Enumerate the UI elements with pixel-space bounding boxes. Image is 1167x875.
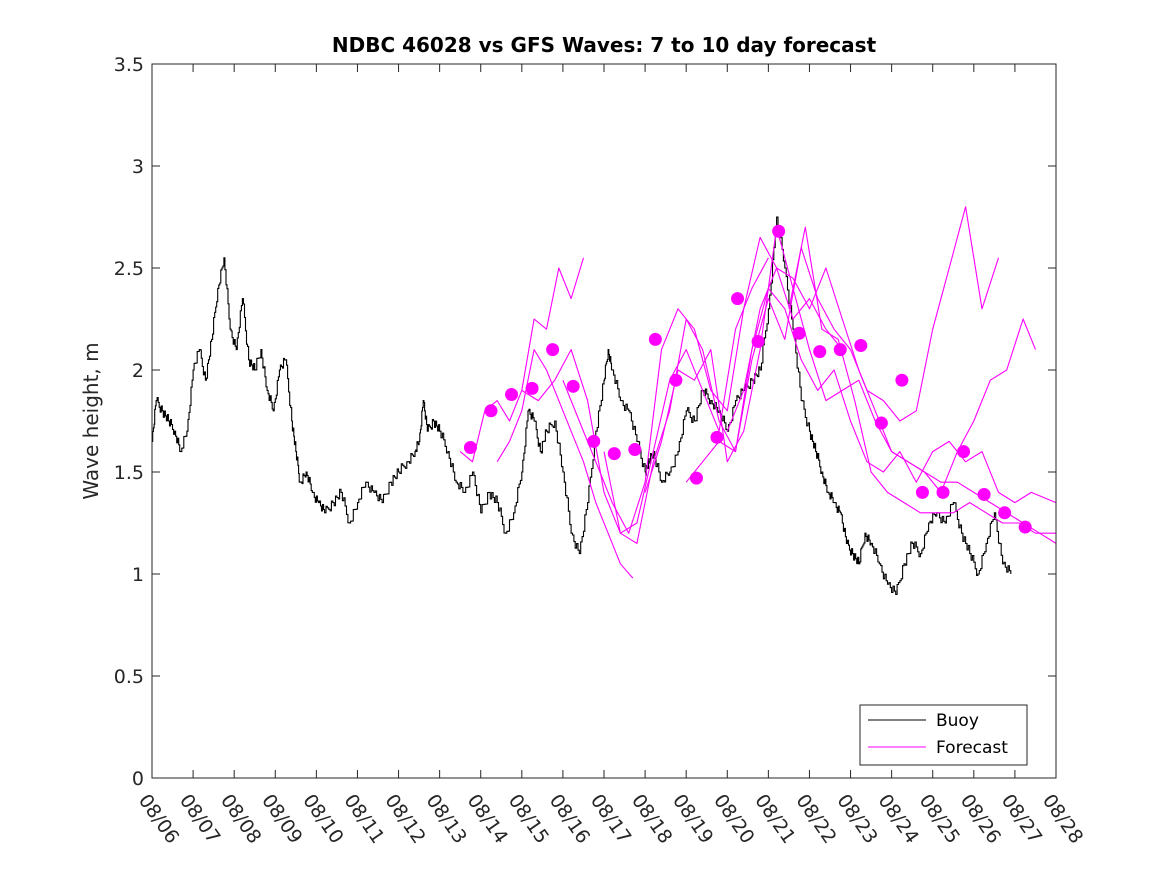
x-tick-label: 08/15 [504, 790, 553, 847]
forecast-marker [998, 506, 1012, 520]
forecast-marker [587, 434, 601, 448]
forecast-marker [731, 292, 745, 306]
y-tick-label: 2.5 [114, 258, 144, 280]
forecast-marker [505, 387, 519, 401]
plot-background [152, 64, 1056, 778]
forecast-marker [772, 224, 786, 238]
x-tick-label: 08/19 [668, 790, 717, 847]
x-tick-label: 08/28 [1038, 790, 1087, 847]
x-tick-label: 08/13 [422, 790, 471, 847]
y-tick-label: 1 [132, 564, 144, 586]
forecast-marker [710, 430, 724, 444]
x-tick-label: 08/10 [298, 790, 347, 847]
legend: Buoy Forecast [859, 704, 1028, 766]
forecast-marker [669, 373, 683, 387]
forecast-marker [484, 404, 498, 418]
buoy-series [152, 216, 1012, 595]
forecast-marker [1018, 520, 1032, 534]
y-tick-label: 2 [132, 360, 144, 382]
buoy-line [152, 216, 1012, 595]
forecast-marker [525, 381, 539, 395]
x-tick-label: 08/18 [627, 790, 676, 847]
y-tick-label: 0 [132, 768, 144, 790]
forecast-marker [833, 343, 847, 357]
x-tick-label: 08/16 [545, 790, 594, 847]
forecast-run-line [521, 257, 769, 534]
forecast-marker [689, 471, 703, 485]
forecast-marker [648, 332, 662, 346]
x-tick-label: 08/24 [874, 790, 923, 847]
forecast-run-line [562, 236, 843, 534]
x-tick-label: 08/07 [175, 790, 224, 847]
x-tick-label: 08/06 [134, 790, 183, 847]
chart-title: NDBC 46028 vs GFS Waves: 7 to 10 day for… [332, 33, 877, 57]
x-tick-label: 08/09 [257, 790, 306, 847]
x-tick-label: 08/22 [791, 790, 840, 847]
legend-buoy-label: Buoy [936, 711, 979, 731]
forecast-marker [751, 334, 765, 348]
forecast-marker [915, 485, 929, 499]
forecast-marker [854, 339, 868, 353]
y-axis-label: Wave height, m [79, 342, 103, 499]
forecast-marker [463, 441, 477, 455]
forecast-marker [895, 373, 909, 387]
x-tick-label: 08/11 [339, 790, 388, 847]
forecast-marker [607, 447, 621, 461]
x-tick-label: 08/08 [216, 790, 265, 847]
forecast-run-line [685, 287, 1057, 504]
forecast-run-line [788, 226, 1056, 534]
forecast-marker [566, 379, 580, 393]
legend-box [859, 704, 1028, 766]
forecast-marker [813, 345, 827, 359]
forecast-marker [977, 487, 991, 501]
x-tick-label: 08/14 [463, 790, 512, 847]
x-tick-label: 08/23 [832, 790, 881, 847]
forecast-marker [874, 416, 888, 430]
x-tick-label: 08/25 [915, 790, 964, 847]
forecast-marker [628, 443, 642, 457]
x-tick-label: 08/27 [997, 790, 1046, 847]
y-axis: 0 0.5 1 1.5 2 2.5 3 3.5 [114, 54, 1056, 790]
x-tick-label: 08/12 [380, 790, 429, 847]
forecast-markers [463, 224, 1032, 534]
forecast-marker [957, 445, 971, 459]
legend-forecast-label: Forecast [936, 738, 1008, 758]
forecast-run-line [644, 226, 1037, 493]
x-tick-label: 08/21 [750, 790, 799, 847]
forecast-run-line [496, 349, 634, 579]
forecast-marker [936, 485, 950, 499]
y-tick-label: 3.5 [114, 54, 144, 76]
y-tick-label: 3 [132, 156, 144, 178]
y-tick-label: 0.5 [114, 666, 144, 688]
forecast-marker [792, 326, 806, 340]
x-tick-label: 08/17 [586, 790, 635, 847]
x-tick-label: 08/26 [956, 790, 1005, 847]
forecast-marker [546, 343, 560, 357]
y-tick-label: 1.5 [114, 462, 144, 484]
x-tick-label: 08/20 [709, 790, 758, 847]
